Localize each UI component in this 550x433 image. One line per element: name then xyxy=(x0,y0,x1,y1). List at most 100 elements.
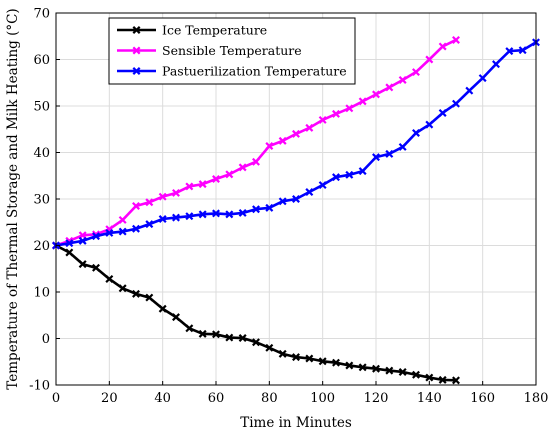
data-point xyxy=(372,90,380,99)
data-point xyxy=(278,349,287,358)
legend-label: Ice Temperature xyxy=(162,23,267,38)
data-point xyxy=(492,60,500,69)
data-point xyxy=(265,142,274,150)
legend-marker xyxy=(132,26,141,34)
axis-ticks: 0 20 40 60 80 100 120 140 160 180-100102030405060… xyxy=(29,7,548,407)
data-point xyxy=(198,210,207,219)
data-point xyxy=(305,123,314,132)
y-tick-label: 0 xyxy=(42,332,50,347)
data-point xyxy=(332,358,340,367)
legend-entry: Ice Temperature xyxy=(117,23,267,38)
legend-marker xyxy=(132,67,141,75)
x-tick-label: 140 xyxy=(417,391,442,406)
data-point xyxy=(292,129,300,138)
data-point xyxy=(478,74,487,83)
data-point xyxy=(318,115,327,124)
data-point xyxy=(185,182,194,191)
data-point xyxy=(452,376,460,385)
x-tick-label: 0 xyxy=(52,391,60,406)
data-point xyxy=(212,175,220,183)
data-point xyxy=(438,108,447,117)
y-axis-label: Temperature of Thermal Storage and Milk … xyxy=(5,8,21,389)
data-point xyxy=(345,361,354,370)
legend: Ice Temperature Sensible Temperature Pastu… xyxy=(108,17,356,85)
data-point xyxy=(105,275,114,283)
data-point xyxy=(278,136,287,145)
data-point xyxy=(158,215,167,223)
data-point xyxy=(185,212,194,221)
data-point xyxy=(345,104,354,113)
data-point xyxy=(212,209,220,218)
data-point xyxy=(305,188,314,197)
data-point xyxy=(158,304,167,313)
data-point xyxy=(398,142,407,151)
data-point xyxy=(385,149,394,158)
data-point xyxy=(225,333,234,342)
legend-label: Pastuerilization Temperature xyxy=(162,64,347,79)
data-point xyxy=(225,210,234,219)
data-point xyxy=(412,370,420,379)
data-point xyxy=(252,157,260,166)
data-point xyxy=(372,364,380,373)
y-tick-label: 30 xyxy=(33,193,50,208)
data-point xyxy=(92,232,100,241)
data-point xyxy=(305,354,314,363)
data-point xyxy=(518,46,527,55)
legend-entry: Pastuerilization Temperature xyxy=(117,64,347,79)
data-point xyxy=(238,208,247,217)
y-tick-label: 20 xyxy=(33,239,50,254)
data-point xyxy=(452,35,460,44)
data-point xyxy=(358,97,367,106)
data-point xyxy=(332,109,340,118)
data-point xyxy=(238,334,247,343)
data-point xyxy=(425,373,434,382)
data-point xyxy=(172,213,180,222)
y-tick-label: -10 xyxy=(29,379,50,394)
y-tick-label: 60 xyxy=(33,53,50,68)
data-point xyxy=(132,201,140,210)
data-point xyxy=(92,263,100,272)
data-point xyxy=(332,173,340,182)
data-point xyxy=(105,228,114,237)
data-point xyxy=(65,239,74,248)
data-point xyxy=(198,180,207,189)
series-2 xyxy=(52,38,540,250)
data-point xyxy=(265,343,274,352)
data-point xyxy=(385,83,394,92)
data-point xyxy=(132,289,140,298)
data-point xyxy=(118,284,127,293)
x-tick-label: 180 xyxy=(524,391,549,406)
x-axis-label: Time in Minutes xyxy=(240,415,352,431)
data-point xyxy=(145,220,154,229)
data-point xyxy=(238,163,247,172)
data-point xyxy=(465,86,474,95)
series-layer xyxy=(52,35,540,385)
data-point xyxy=(172,313,180,322)
legend-label: Sensible Temperature xyxy=(162,43,302,58)
data-point xyxy=(318,181,327,190)
x-tick-label: 60 xyxy=(208,391,225,406)
y-tick-label: 10 xyxy=(33,286,50,301)
data-point xyxy=(252,338,260,347)
data-point xyxy=(425,120,434,129)
data-point xyxy=(145,293,154,302)
data-point xyxy=(78,236,87,245)
x-tick-label: 120 xyxy=(364,391,389,406)
data-point xyxy=(398,368,407,376)
y-tick-label: 40 xyxy=(33,146,50,161)
x-tick-label: 80 xyxy=(261,391,278,406)
data-point xyxy=(265,203,274,212)
data-point xyxy=(358,167,367,176)
y-tick-label: 70 xyxy=(33,7,50,22)
data-point xyxy=(225,170,234,179)
x-tick-label: 160 xyxy=(470,391,495,406)
data-point xyxy=(65,248,74,257)
data-point xyxy=(252,205,260,214)
data-point xyxy=(438,42,447,51)
data-point xyxy=(185,324,194,333)
data-point xyxy=(505,47,514,56)
data-point xyxy=(158,192,167,201)
x-tick-label: 40 xyxy=(154,391,171,406)
data-point xyxy=(452,99,460,108)
